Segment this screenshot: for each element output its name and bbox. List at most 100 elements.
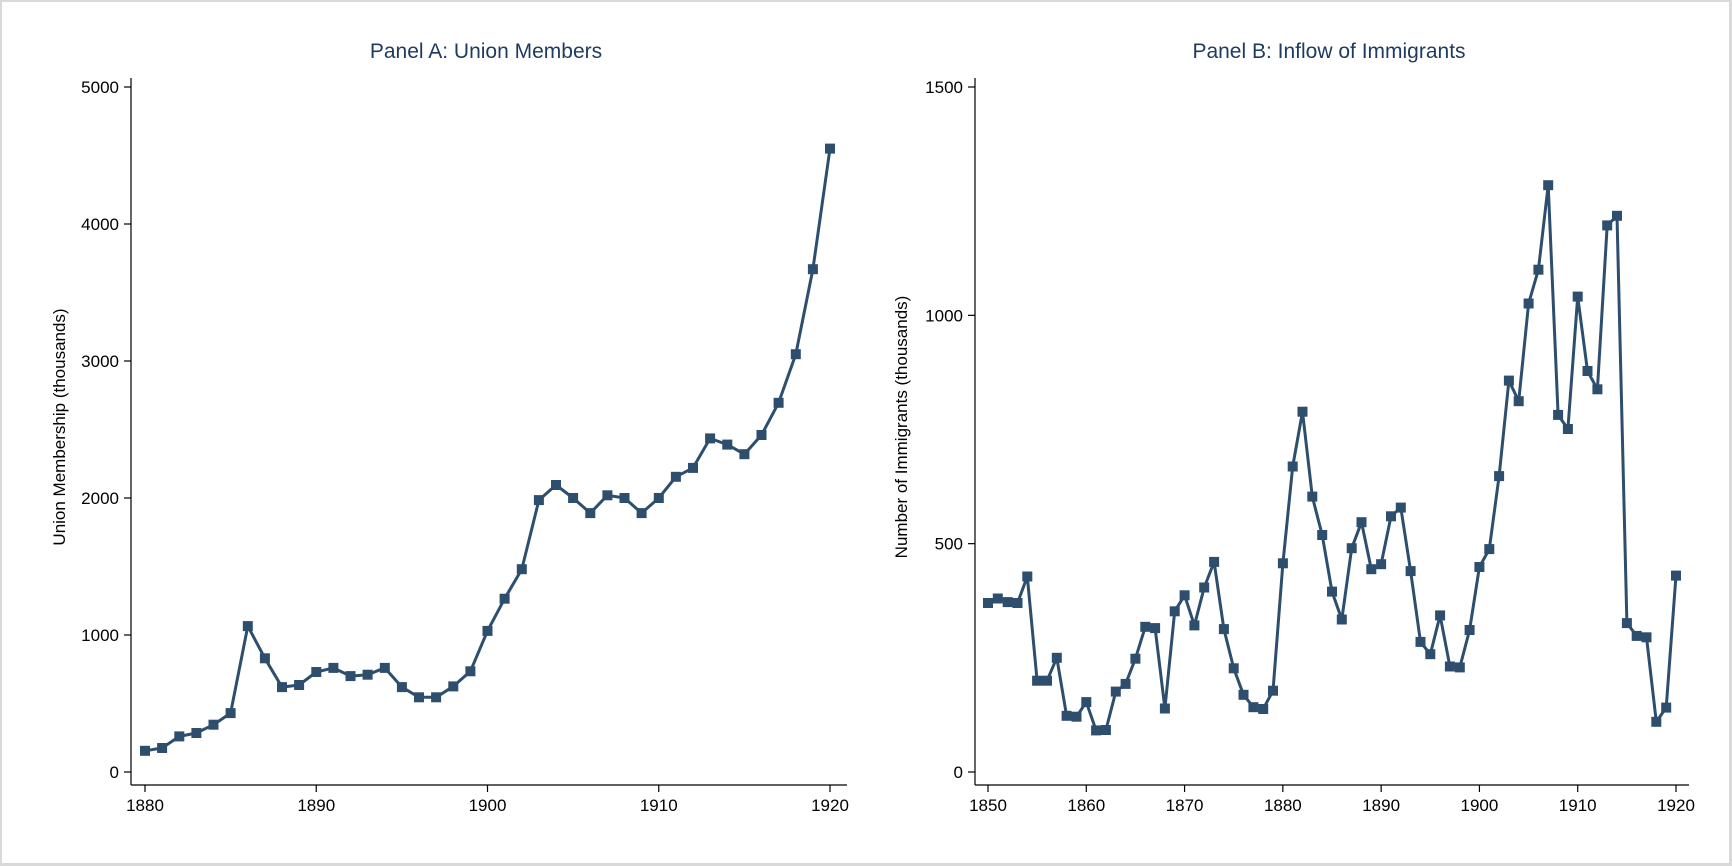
panel-a-data-point: [414, 692, 424, 703]
panel-b-data-point: [1297, 406, 1308, 417]
panel-a-data-point: [191, 728, 202, 738]
panel-b-y-tick-label: 0: [954, 763, 963, 782]
panel-b-data-point: [1012, 598, 1023, 608]
panel-b-data-point: [1159, 703, 1170, 714]
panel-a-data-point: [277, 682, 287, 693]
panel-a-data-point: [259, 653, 270, 664]
panel-b-data-point: [1022, 571, 1033, 582]
panel-b-data-point: [1051, 652, 1062, 663]
panel-a-title: Panel A: Union Members: [370, 40, 602, 63]
panel-b-data-point: [1366, 564, 1377, 575]
panel-a-data-point: [688, 462, 698, 473]
panel-a-data-point: [225, 708, 236, 719]
panel-a-marks: [140, 143, 835, 756]
panel-b-data-point: [1376, 559, 1387, 570]
panel-b-data-point: [1533, 264, 1544, 275]
panel-b-data-point: [1287, 461, 1298, 472]
panel-b-data-point: [1199, 582, 1210, 593]
panel-a: Panel A: Union Members Union Membership …: [50, 40, 849, 815]
panel-b-data-point: [1317, 530, 1328, 540]
panel-a-data-point: [739, 449, 750, 460]
panel-a-axes: 0 1000 2000 3000 4000 5000 1880 1890 1900 1910 192…: [81, 78, 849, 815]
panel-a-data-point: [379, 662, 390, 673]
panel-a-x-tick-label: 1920: [811, 796, 849, 815]
panel-b-data-point: [1179, 590, 1190, 601]
panel-b-y-tick-label: 1500: [925, 78, 963, 97]
panel-b-data-point: [1081, 697, 1092, 708]
panel-a-data-point: [602, 490, 613, 501]
panel-a-x-tick-label: 1910: [640, 796, 678, 815]
panel-b-data-point: [1150, 623, 1161, 634]
panel-a-data-point: [362, 669, 373, 680]
panel-b-data-point: [1395, 502, 1406, 513]
panel-a-data-point: [448, 681, 459, 692]
panel-a-data-point: [585, 508, 596, 519]
panel-b-data-point: [1346, 543, 1357, 554]
panel-b-data-point: [1120, 678, 1131, 689]
panel-b-data-point: [1435, 610, 1446, 621]
panel-b-data-point: [992, 593, 1003, 604]
panel-b-y-tick-label: 500: [935, 535, 963, 554]
panel-b-data-point: [1405, 566, 1416, 577]
panel-a-y-axis-label: Union Membership (thousands): [50, 308, 69, 545]
panel-a-x-tick-label: 1880: [126, 796, 164, 815]
panel-b-data-point: [1209, 556, 1220, 567]
panel-b-data-point: [1474, 562, 1485, 572]
panel-b-data-point: [1671, 570, 1681, 581]
panel-b-data-point: [1641, 632, 1652, 643]
panel-b-data-point: [1592, 384, 1603, 395]
panel-b-data-point: [1553, 409, 1564, 420]
panel-a-data-point: [653, 493, 664, 503]
panel-a-y-tick-label: 2000: [81, 489, 119, 508]
panel-a-x-tick-label: 1890: [297, 796, 335, 815]
panel-b-x-tick-label: 1910: [1559, 796, 1597, 815]
panel-a-data-point: [773, 397, 784, 408]
panel-a-x-tick-label: 1900: [469, 796, 507, 815]
panel-a-data-point: [722, 439, 733, 450]
panel-a-data-point: [242, 621, 253, 632]
panel-b-data-point: [1661, 702, 1672, 713]
panel-b-data-point: [1218, 624, 1229, 635]
panel-a-data-point: [431, 692, 442, 703]
panel-a-y-tick-label: 4000: [81, 215, 119, 234]
panel-a-data-point: [396, 682, 407, 693]
panel-a-data-point: [499, 593, 510, 604]
panel-b-x-tick-label: 1850: [969, 796, 1007, 815]
panel-b-data-point: [1444, 661, 1455, 672]
panel-b-y-tick-label: 1000: [925, 306, 963, 325]
panel-b-data-point: [1503, 375, 1514, 386]
panel-a-data-point: [294, 680, 305, 690]
panel-a-y-tick-label: 0: [110, 763, 119, 782]
panel-b-data-point: [1032, 675, 1043, 686]
panel-b-axes: 0 500 1000 1500 1850 1860 1870 1880 1890 1900 1910…: [925, 78, 1695, 815]
panel-b-data-point: [1612, 210, 1622, 221]
panel-b-data-point: [1621, 618, 1632, 629]
panel-b-data-point: [1454, 662, 1465, 673]
panel-b-x-tick-label: 1880: [1264, 796, 1302, 815]
panel-a-y-tick-label: 1000: [81, 626, 119, 645]
panel-a-data-point: [807, 264, 818, 275]
panel-b-data-point: [1356, 517, 1367, 528]
panel-b-data-point: [1523, 298, 1534, 309]
panel-b-data-point: [1513, 396, 1524, 407]
panel-a-data-point: [345, 671, 356, 682]
panel-a-data-point: [551, 480, 561, 490]
panel-b: Panel B: Inflow of Immigrants Number of …: [892, 40, 1695, 815]
panel-b-data-point: [1091, 725, 1102, 736]
panel-b-data-point: [983, 598, 993, 608]
panel-a-data-point: [568, 493, 579, 503]
panel-a-data-point: [157, 743, 168, 753]
panel-b-data-point: [1631, 630, 1642, 641]
panel-a-data-point: [619, 493, 630, 503]
panel-b-data-point: [1562, 424, 1573, 434]
panel-b-marks: [983, 180, 1681, 736]
panel-b-data-point: [1651, 716, 1662, 727]
panel-b-data-point: [1277, 558, 1288, 569]
panel-b-data-point: [1307, 491, 1318, 502]
panel-b-x-tick-label: 1900: [1461, 796, 1499, 815]
panel-b-data-point: [1071, 711, 1082, 722]
panel-b-data-point: [1582, 366, 1593, 376]
panel-b-x-tick-label: 1890: [1362, 796, 1400, 815]
panel-a-data-point: [174, 731, 185, 742]
